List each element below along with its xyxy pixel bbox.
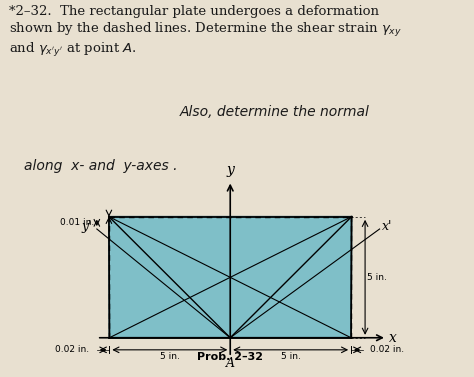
Text: Prob. 2–32: Prob. 2–32: [197, 352, 263, 362]
Text: 5 in.: 5 in.: [160, 352, 180, 361]
Text: along  x- and  y-axes .: along x- and y-axes .: [24, 159, 177, 173]
Text: 5 in.: 5 in.: [281, 352, 301, 361]
Text: 0.01 in.: 0.01 in.: [60, 218, 94, 227]
Text: y': y': [82, 220, 92, 233]
Text: x': x': [382, 220, 392, 233]
Polygon shape: [109, 217, 352, 338]
Text: A: A: [226, 357, 235, 369]
Text: 5 in.: 5 in.: [367, 273, 387, 282]
Text: Also, determine the normal: Also, determine the normal: [180, 105, 370, 119]
Text: x: x: [389, 331, 397, 345]
Text: 0.02 in.: 0.02 in.: [370, 345, 404, 354]
Text: *2–32.  The rectangular plate undergoes a deformation
shown by the dashed lines.: *2–32. The rectangular plate undergoes a…: [9, 5, 402, 59]
Text: y: y: [226, 163, 234, 177]
Text: 0.02 in.: 0.02 in.: [55, 345, 90, 354]
